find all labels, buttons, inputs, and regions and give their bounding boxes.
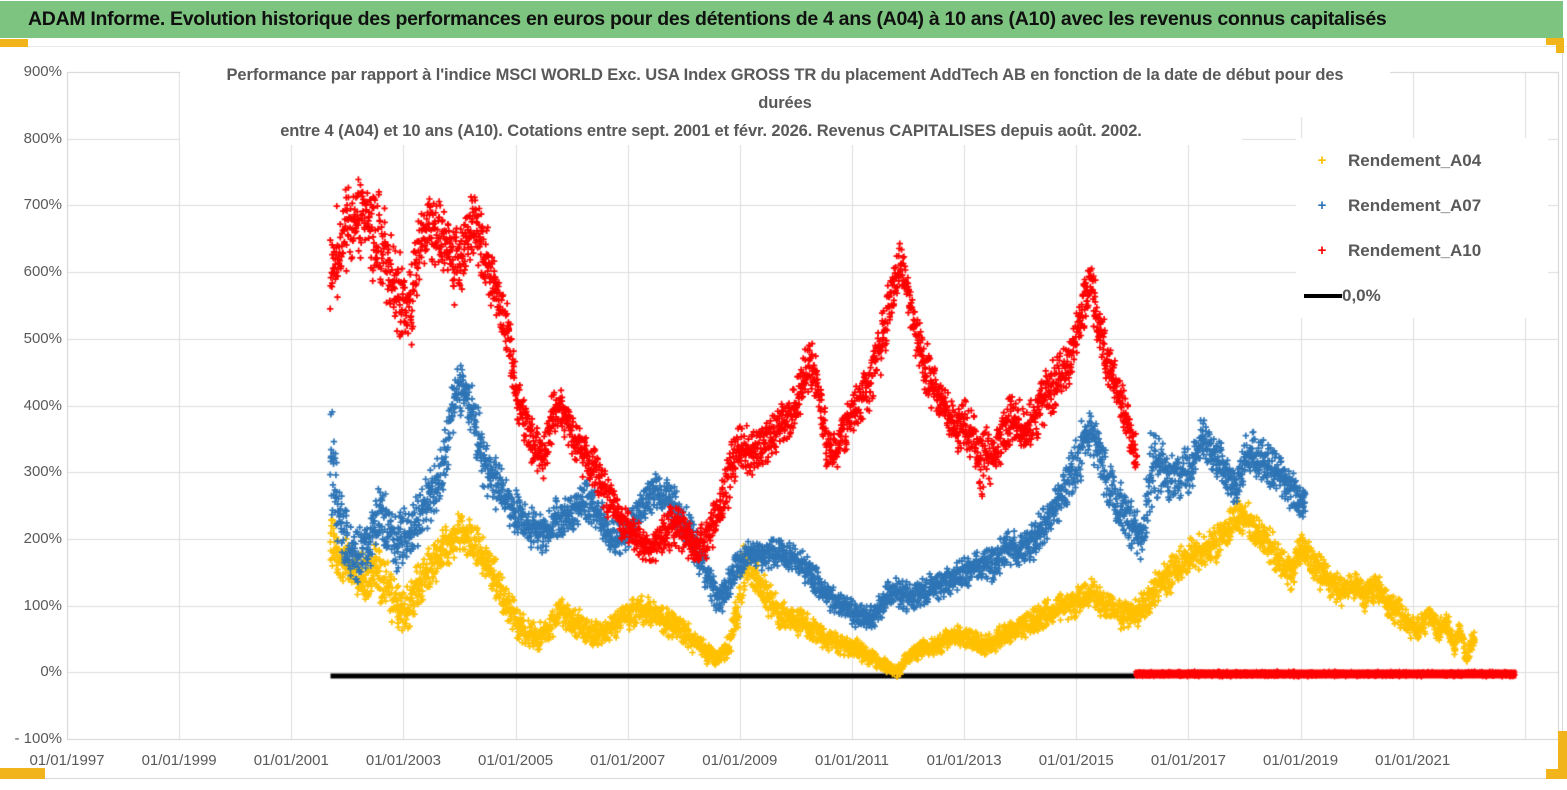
y-axis-tick-label: 0% bbox=[40, 663, 62, 681]
y-axis-tick-label: 600% bbox=[23, 263, 62, 281]
y-axis-tick-label: 700% bbox=[23, 196, 62, 214]
legend-item-rendement-a10: + Rendement_A10 bbox=[1296, 228, 1548, 273]
gold-corner-accent bbox=[1556, 38, 1564, 53]
x-axis-tick-label: 01/01/2011 bbox=[814, 752, 889, 769]
y-axis-tick-label: 800% bbox=[23, 129, 62, 147]
chart-legend: + Rendement_A04 + Rendement_A07 + Rendement_A… bbox=[1296, 138, 1548, 318]
chart-title-line-1: Performance par rapport à l'indice MSCI … bbox=[226, 66, 1344, 84]
legend-item-0-0-: 0,0% bbox=[1296, 273, 1548, 318]
x-axis-tick-label: 01/01/2001 bbox=[253, 752, 329, 769]
y-axis-tick-label: 200% bbox=[23, 529, 62, 547]
legend-item-rendement-a07: + Rendement_A07 bbox=[1296, 183, 1548, 228]
gold-corner-accent bbox=[1546, 769, 1567, 779]
y-axis-tick-label: - 100% bbox=[14, 730, 62, 747]
gold-corner-accent bbox=[1558, 731, 1567, 779]
legend-item-label: 0,0% bbox=[1342, 285, 1381, 305]
y-axis-tick-label: 300% bbox=[23, 463, 62, 481]
chart-title-line-2: durées bbox=[758, 94, 812, 112]
x-axis-tick-label: 01/01/2009 bbox=[702, 752, 778, 769]
chart-title-line-3: entre 4 (A04) et 10 ans (A10). Cotations… bbox=[180, 117, 1242, 145]
y-axis-tick-label: 900% bbox=[23, 63, 62, 80]
y-axis-tick-label: 400% bbox=[23, 396, 62, 414]
x-axis-tick-label: 01/01/2013 bbox=[926, 752, 1002, 769]
chart-title: Performance par rapport à l'indice MSCI … bbox=[180, 61, 1390, 117]
x-axis-tick-label: 01/01/1999 bbox=[141, 752, 217, 769]
legend-item-label: Rendement_A10 bbox=[1348, 240, 1482, 260]
legend-item-label: Rendement_A04 bbox=[1348, 150, 1482, 170]
legend-plus-marker-icon: + bbox=[1317, 242, 1327, 259]
legend-item-rendement-a04: + Rendement_A04 bbox=[1296, 138, 1548, 183]
legend-plus-marker-icon: + bbox=[1317, 197, 1327, 214]
x-axis-tick-label: 01/01/2021 bbox=[1375, 752, 1451, 769]
gold-corner-accent bbox=[0, 768, 45, 779]
x-axis-tick-label: 01/01/2007 bbox=[590, 752, 666, 769]
x-axis-tick-label: 01/01/2015 bbox=[1038, 752, 1114, 769]
x-axis-tick-label: 01/01/2003 bbox=[365, 752, 441, 769]
gold-corner-accent bbox=[0, 39, 28, 47]
gold-corner-accent bbox=[1546, 38, 1563, 45]
y-axis-tick-label: 500% bbox=[23, 329, 62, 347]
y-axis-tick-label: 100% bbox=[23, 596, 62, 614]
legend-plus-marker-icon: + bbox=[1317, 152, 1327, 169]
x-axis-tick-label: 01/01/2019 bbox=[1262, 752, 1339, 769]
legend-line-swatch bbox=[1304, 293, 1342, 298]
x-axis-tick-label: 01/01/2017 bbox=[1150, 752, 1226, 769]
x-axis-tick-label: 01/01/2005 bbox=[478, 752, 554, 769]
x-axis-tick-label: 01/01/1997 bbox=[29, 752, 105, 769]
legend-item-label: Rendement_A07 bbox=[1348, 195, 1482, 215]
